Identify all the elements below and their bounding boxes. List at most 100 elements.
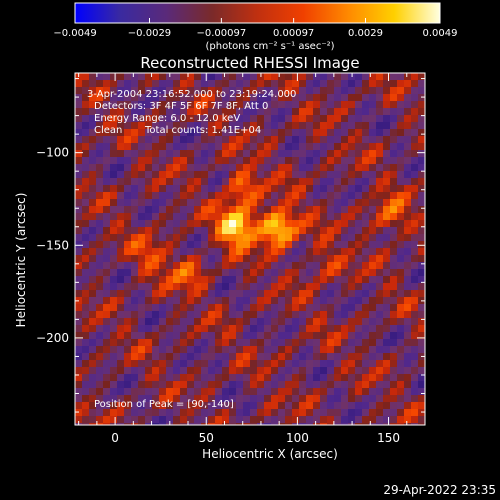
heatmap-cell [299, 374, 307, 382]
heatmap-cell [201, 164, 209, 172]
heatmap-cell [103, 220, 111, 228]
heatmap-cell [131, 262, 139, 270]
heatmap-cell [369, 192, 377, 200]
heatmap-cell [348, 353, 356, 361]
heatmap-cell [215, 297, 223, 305]
heatmap-cell [110, 122, 118, 130]
heatmap-cell [117, 346, 125, 354]
heatmap-cell [320, 374, 328, 382]
heatmap-cell [341, 241, 349, 249]
heatmap-cell [390, 332, 398, 340]
heatmap-cell [341, 367, 349, 375]
heatmap-cell [285, 346, 293, 354]
heatmap-cell [376, 395, 384, 403]
heatmap-cell [82, 185, 90, 193]
heatmap-cell [117, 297, 125, 305]
heatmap-cell [278, 101, 286, 109]
heatmap-cell [320, 122, 328, 130]
heatmap-cell [152, 73, 160, 81]
heatmap-cell [215, 360, 223, 368]
heatmap-cell [257, 381, 265, 389]
heatmap-cell [159, 402, 167, 410]
heatmap-cell [166, 234, 174, 242]
heatmap-cell [362, 262, 370, 270]
heatmap-cell [341, 290, 349, 298]
heatmap-cell [355, 192, 363, 200]
heatmap-cell [320, 339, 328, 347]
heatmap-cell [271, 381, 279, 389]
heatmap-cell [404, 115, 412, 123]
heatmap-cell [173, 395, 181, 403]
heatmap-cell [278, 283, 286, 291]
heatmap-cell [369, 73, 377, 81]
heatmap-cell [341, 416, 349, 424]
heatmap-cell [229, 276, 237, 284]
heatmap-cell [355, 325, 363, 333]
heatmap-cell [152, 353, 160, 361]
heatmap-cell [411, 297, 419, 305]
heatmap-cell [89, 402, 97, 410]
heatmap-cell [131, 101, 139, 109]
heatmap-cell [215, 206, 223, 214]
heatmap-cell [208, 276, 216, 284]
heatmap-cell [278, 185, 286, 193]
heatmap-cell [404, 143, 412, 151]
heatmap-cell [404, 269, 412, 277]
heatmap-cell [327, 304, 335, 312]
heatmap-cell [243, 402, 251, 410]
heatmap-cell [390, 318, 398, 326]
heatmap-cell [285, 185, 293, 193]
heatmap-cell [313, 276, 321, 284]
heatmap-cell [341, 101, 349, 109]
heatmap-cell [278, 192, 286, 200]
plot-frame [74, 72, 426, 426]
heatmap-cell [306, 171, 314, 179]
heatmap-cell [96, 94, 104, 102]
heatmap-cell [376, 220, 384, 228]
heatmap-cell [243, 234, 251, 242]
heatmap-cell [194, 325, 202, 333]
heatmap-cell [299, 395, 307, 403]
heatmap-cell [257, 199, 265, 207]
heatmap-cell [117, 143, 125, 151]
heatmap-cell [418, 80, 425, 88]
heatmap-cell [397, 94, 405, 102]
heatmap-cell [166, 206, 174, 214]
heatmap-cell [117, 185, 125, 193]
heatmap-cell [236, 374, 244, 382]
heatmap-cell [180, 339, 188, 347]
heatmap-cell [292, 416, 300, 424]
heatmap-cell [75, 346, 83, 354]
heatmap-cell [418, 276, 425, 284]
heatmap-cell [257, 402, 265, 410]
heatmap-cell [180, 402, 188, 410]
heatmap-cell [208, 150, 216, 158]
heatmap-cell [124, 171, 132, 179]
heatmap-cell [110, 409, 118, 417]
heatmap-cell [124, 332, 132, 340]
heatmap-cell [229, 192, 237, 200]
heatmap-cell [159, 101, 167, 109]
heatmap-cell [299, 150, 307, 158]
heatmap-cell [229, 213, 237, 221]
heatmap-cell [306, 248, 314, 256]
heatmap-cell [131, 73, 139, 81]
heatmap-cell [320, 248, 328, 256]
heatmap-cell [383, 206, 391, 214]
heatmap-cell [362, 94, 370, 102]
heatmap-cell [334, 185, 342, 193]
heatmap-cell [159, 395, 167, 403]
heatmap-cell [82, 262, 90, 270]
heatmap-cell [131, 388, 139, 396]
heatmap-cell [327, 332, 335, 340]
heatmap-cell [404, 409, 412, 417]
heatmap-cell [187, 241, 195, 249]
heatmap-cell [257, 409, 265, 417]
heatmap-cell [82, 234, 90, 242]
heatmap-cell [348, 143, 356, 151]
heatmap-cell [103, 73, 111, 81]
heatmap-cell [243, 339, 251, 347]
heatmap-cell [348, 388, 356, 396]
heatmap-cell [383, 213, 391, 221]
heatmap-cell [96, 374, 104, 382]
